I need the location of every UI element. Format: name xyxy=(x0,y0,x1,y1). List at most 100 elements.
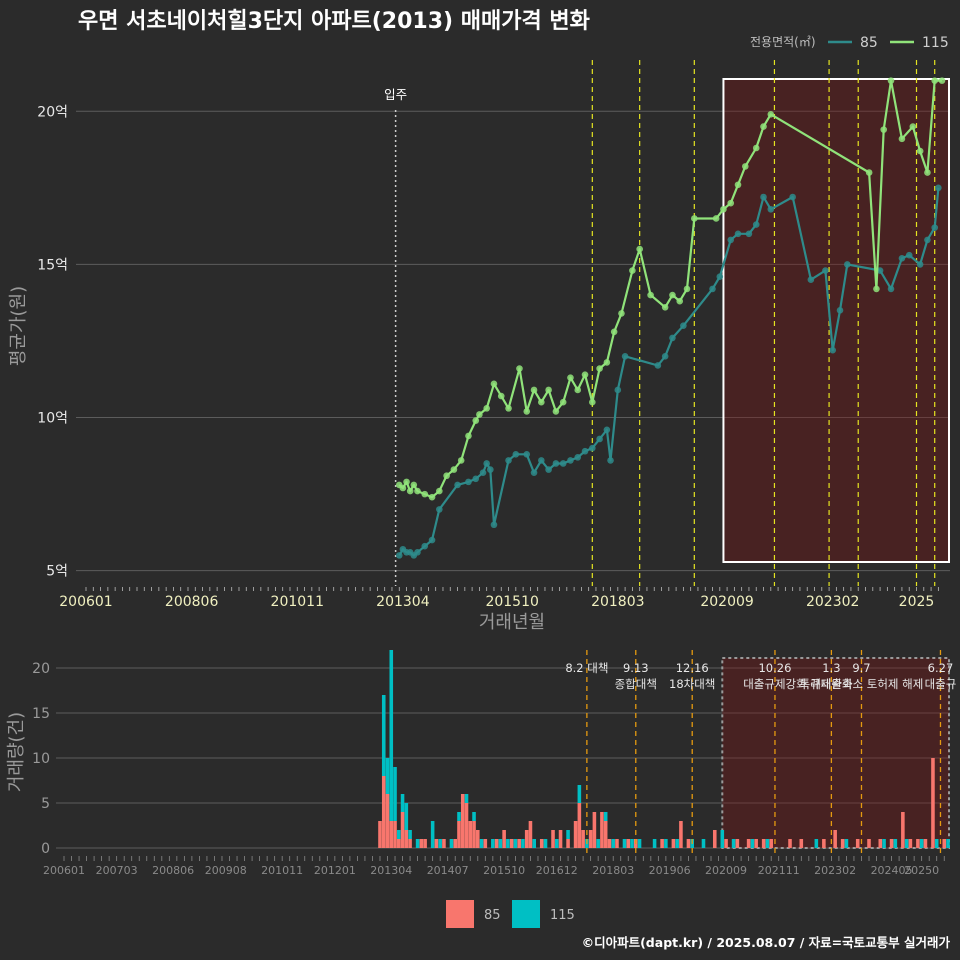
bar-115 xyxy=(464,794,469,803)
series-point-85 xyxy=(621,352,629,360)
bottom-highlight-box xyxy=(721,657,950,849)
series-point-115 xyxy=(505,405,512,412)
series-point-115 xyxy=(909,123,917,130)
policy-annotation: 1.3 xyxy=(822,661,840,675)
series-point-115 xyxy=(497,392,505,400)
series-point-115 xyxy=(647,291,654,299)
bar-85 xyxy=(566,839,570,848)
series-point-115 xyxy=(916,147,924,155)
series-point-115 xyxy=(410,481,418,489)
bar-115 xyxy=(603,812,608,821)
bar-115 xyxy=(506,839,510,848)
bottom-y-tick-label: 0 xyxy=(41,841,50,857)
series-point-115 xyxy=(676,297,684,305)
move-in-label: 입주 xyxy=(384,87,407,102)
series-point-85 xyxy=(414,549,421,556)
series-point-85 xyxy=(538,457,545,464)
bottom-y-tick-label: 15 xyxy=(32,706,50,722)
top-x-tick-label: 201011 xyxy=(271,594,324,610)
bar-85 xyxy=(442,839,446,848)
bottom-x-tick-label: 200908 xyxy=(205,864,247,877)
bar-115 xyxy=(701,839,706,848)
policy-annotation: 9.7 xyxy=(852,661,870,675)
series-point-115 xyxy=(552,408,560,415)
bar-85 xyxy=(712,830,717,848)
series-point-115 xyxy=(734,181,742,189)
series-point-115 xyxy=(559,398,567,406)
bar-115 xyxy=(430,821,435,848)
series-point-115 xyxy=(457,457,465,464)
series-point-85 xyxy=(505,457,512,464)
bar-85 xyxy=(517,839,521,848)
top-x-tick-label: 200806 xyxy=(165,594,219,610)
series-point-85 xyxy=(614,386,622,394)
series-point-85 xyxy=(483,460,490,467)
series-point-115 xyxy=(742,163,749,170)
bar-85 xyxy=(878,839,883,848)
series-point-85 xyxy=(559,460,567,467)
top-series xyxy=(395,77,946,559)
bottom-x-tick-label: 200601 xyxy=(43,864,85,877)
bar-85 xyxy=(615,839,619,848)
bottom-x-tick-label: 201407 xyxy=(427,864,469,877)
legend-label-115: 115 xyxy=(922,35,949,51)
bottom-highlight xyxy=(721,657,950,849)
bottom-annotations: 8.2 대책 9.13 종합대책 12.16 18차대책 10.26 대출규제강화 1.3 규제… xyxy=(565,661,956,691)
series-point-115 xyxy=(752,144,760,152)
series-point-85 xyxy=(479,469,487,476)
bar-115 xyxy=(543,839,548,848)
series-point-85 xyxy=(898,254,906,262)
bar-85 xyxy=(558,830,563,848)
series-point-85 xyxy=(454,481,461,489)
series-point-85 xyxy=(661,352,669,360)
bar-85 xyxy=(524,830,529,848)
series-point-115 xyxy=(760,123,767,130)
series-point-85 xyxy=(490,521,498,529)
series-point-85 xyxy=(428,536,436,544)
bar-85 xyxy=(434,839,439,848)
series-point-115 xyxy=(629,267,636,274)
bar-115 xyxy=(415,839,420,848)
bar-85 xyxy=(389,821,394,848)
bottom-x-tick-label: 201803 xyxy=(592,864,634,877)
bar-85 xyxy=(799,839,804,848)
bottom-x-tick-label: 200703 xyxy=(96,864,138,877)
bar-115 xyxy=(630,839,634,848)
bar-85 xyxy=(660,839,664,848)
bar-85 xyxy=(494,839,499,848)
bar-115 xyxy=(664,839,668,848)
top-x-axis-title: 거래년월 xyxy=(479,612,545,633)
bar-85 xyxy=(483,839,488,848)
bar-85 xyxy=(539,839,544,848)
series-point-85 xyxy=(829,346,837,354)
bar-85 xyxy=(464,803,469,848)
bar-85 xyxy=(923,839,928,848)
top-y-axis-title: 평균가(원) xyxy=(8,286,29,366)
bar-85 xyxy=(867,839,871,848)
series-point-115 xyxy=(603,359,611,366)
bar-85 xyxy=(908,839,913,848)
policy-annotation: 특례대출축소 토허제 해제 xyxy=(800,677,924,691)
top-axes: 200601 200806 201011 201304 201510 201803 2020… xyxy=(59,587,939,610)
bar-85 xyxy=(408,839,412,848)
bar-115 xyxy=(904,839,909,848)
bar-115 xyxy=(577,785,582,803)
series-point-85 xyxy=(465,478,472,486)
bar-85 xyxy=(581,830,585,848)
top-x-tick-label: 202009 xyxy=(700,594,753,610)
series-point-85 xyxy=(836,307,844,314)
bar-85 xyxy=(916,839,920,848)
bar-115 xyxy=(596,839,600,848)
series-point-115 xyxy=(516,365,523,372)
series-point-115 xyxy=(428,493,436,501)
series-point-85 xyxy=(567,457,574,464)
bottom-axes: 200601 200703 200806 200908 201011 201201 2013… xyxy=(43,856,945,877)
series-point-85 xyxy=(789,193,796,201)
series-point-115 xyxy=(931,77,939,84)
bar-85 xyxy=(607,839,612,848)
series-point-85 xyxy=(487,466,494,473)
bottom-legend-label-115: 115 xyxy=(550,908,575,923)
series-point-85 xyxy=(530,469,538,476)
policy-annotation: 대출규제강화 xyxy=(743,677,807,691)
